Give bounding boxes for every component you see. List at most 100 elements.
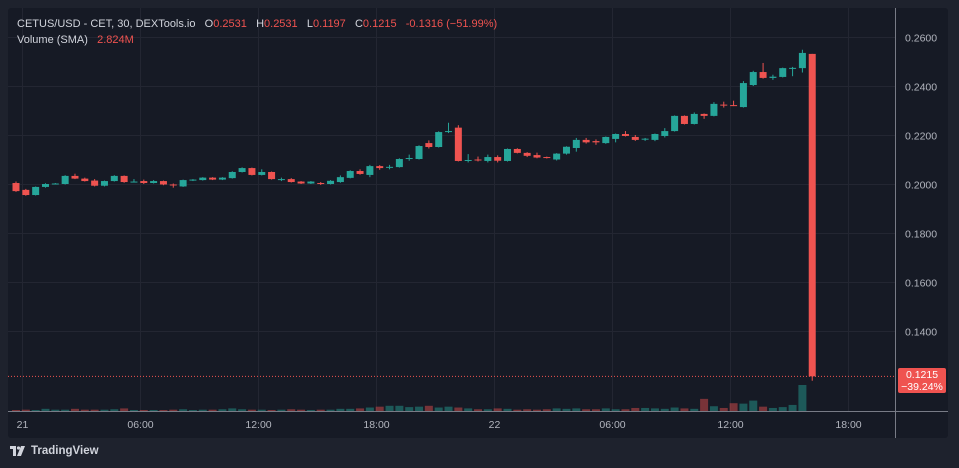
candle-body[interactable] [562, 146, 570, 154]
candle-body[interactable] [572, 139, 580, 148]
volume-bar [169, 409, 178, 411]
candle-body[interactable] [464, 159, 472, 161]
candle-body[interactable] [592, 141, 600, 143]
candle-body[interactable] [317, 183, 325, 185]
candle-body[interactable] [258, 171, 266, 175]
volume-bar [700, 398, 709, 411]
candle-body[interactable] [484, 157, 492, 161]
candle-body[interactable] [307, 181, 315, 184]
volume-value: 2.824M [97, 34, 134, 46]
candle-body[interactable] [366, 166, 374, 175]
candle-body[interactable] [553, 153, 561, 160]
candle-body[interactable] [730, 105, 738, 107]
candle-body[interactable] [238, 168, 246, 172]
volume-bar [188, 410, 197, 411]
candle-body[interactable] [582, 139, 590, 143]
candle-body[interactable] [61, 175, 69, 184]
candle-body[interactable] [287, 179, 295, 183]
volume-label[interactable]: Volume (SMA) [17, 34, 88, 46]
candle-body[interactable] [661, 131, 669, 136]
candle-body[interactable] [159, 181, 167, 185]
candle-body[interactable] [169, 184, 177, 186]
candle-body[interactable] [504, 148, 511, 161]
candle-body[interactable] [454, 127, 462, 161]
candle-body[interactable] [376, 166, 384, 169]
candle-body[interactable] [700, 113, 708, 116]
candle-body[interactable] [405, 158, 413, 160]
candle-body[interactable] [327, 180, 335, 184]
candle-body[interactable] [336, 177, 344, 183]
candle-body[interactable] [248, 168, 256, 175]
candle-body[interactable] [651, 134, 659, 140]
candle-body[interactable] [749, 72, 757, 86]
candle-body[interactable] [150, 181, 158, 184]
candle-body[interactable] [91, 180, 99, 186]
candle-body[interactable] [41, 184, 49, 187]
candle-body[interactable] [710, 103, 718, 116]
candle-body[interactable] [130, 181, 138, 183]
candle-body[interactable] [425, 143, 433, 148]
candle-body[interactable] [297, 181, 305, 184]
candle-body[interactable] [120, 175, 128, 183]
candle-body[interactable] [543, 157, 551, 159]
candle-body[interactable] [523, 152, 531, 156]
volume-bar [562, 408, 571, 411]
candle-body[interactable] [759, 72, 767, 78]
candle-body[interactable] [789, 67, 797, 69]
candle-body[interactable] [779, 68, 787, 77]
candle-body[interactable] [631, 136, 639, 140]
candle-body[interactable] [209, 177, 217, 180]
close-label: C [354, 18, 363, 30]
candle-body[interactable] [110, 175, 118, 182]
candle-body[interactable] [494, 157, 502, 161]
candle-body[interactable] [445, 131, 453, 133]
candle-body[interactable] [680, 115, 688, 124]
candle-body[interactable] [140, 181, 148, 184]
candle-body[interactable] [690, 113, 698, 124]
candle-body[interactable] [51, 183, 59, 185]
candle-body[interactable] [81, 178, 89, 182]
price-tick-label: 0.2400 [905, 82, 937, 94]
candle-body[interactable] [346, 171, 354, 178]
candle-body[interactable] [435, 132, 443, 148]
volume-bar [100, 409, 109, 411]
candle-body[interactable] [189, 179, 197, 181]
brand-name: TradingView [31, 445, 99, 457]
symbol-title[interactable]: CETUS/USD - CET, 30, DEXTools.io [17, 18, 196, 30]
candle-body[interactable] [641, 138, 649, 140]
candle-body[interactable] [720, 104, 728, 106]
volume-bar [297, 409, 306, 411]
candle-body[interactable] [395, 159, 403, 168]
candle-body[interactable] [356, 171, 364, 174]
candle-body[interactable] [513, 148, 521, 153]
candle-body[interactable] [602, 136, 610, 144]
candle-body[interactable] [808, 53, 816, 377]
candle-body[interactable] [798, 52, 806, 69]
candle-body[interactable] [386, 166, 394, 168]
candle-body[interactable] [621, 134, 629, 136]
candle-body[interactable] [179, 180, 187, 187]
candle-body[interactable] [100, 181, 108, 186]
candle-body[interactable] [739, 83, 747, 108]
chart-panel[interactable] [8, 8, 948, 438]
candle-body[interactable] [415, 146, 423, 160]
tradingview-brand[interactable]: TradingView [10, 445, 99, 457]
candle-body[interactable] [277, 179, 285, 181]
candle-body[interactable] [32, 186, 40, 196]
candle-body[interactable] [22, 189, 30, 196]
candle-body[interactable] [474, 159, 482, 161]
candle-body[interactable] [12, 183, 20, 192]
grid-lines [8, 8, 895, 411]
candle-body[interactable] [199, 177, 207, 181]
candle-body[interactable] [533, 155, 541, 158]
candle-body[interactable] [228, 171, 236, 179]
candle-body[interactable] [268, 171, 276, 180]
volume-bar [31, 410, 40, 411]
candle-body[interactable] [218, 177, 226, 180]
candle-body[interactable] [71, 175, 79, 179]
candle-body[interactable] [671, 115, 679, 132]
candle-body[interactable] [612, 134, 620, 139]
price-tick-label: 0.2600 [905, 33, 937, 45]
candle-body[interactable] [769, 76, 777, 78]
